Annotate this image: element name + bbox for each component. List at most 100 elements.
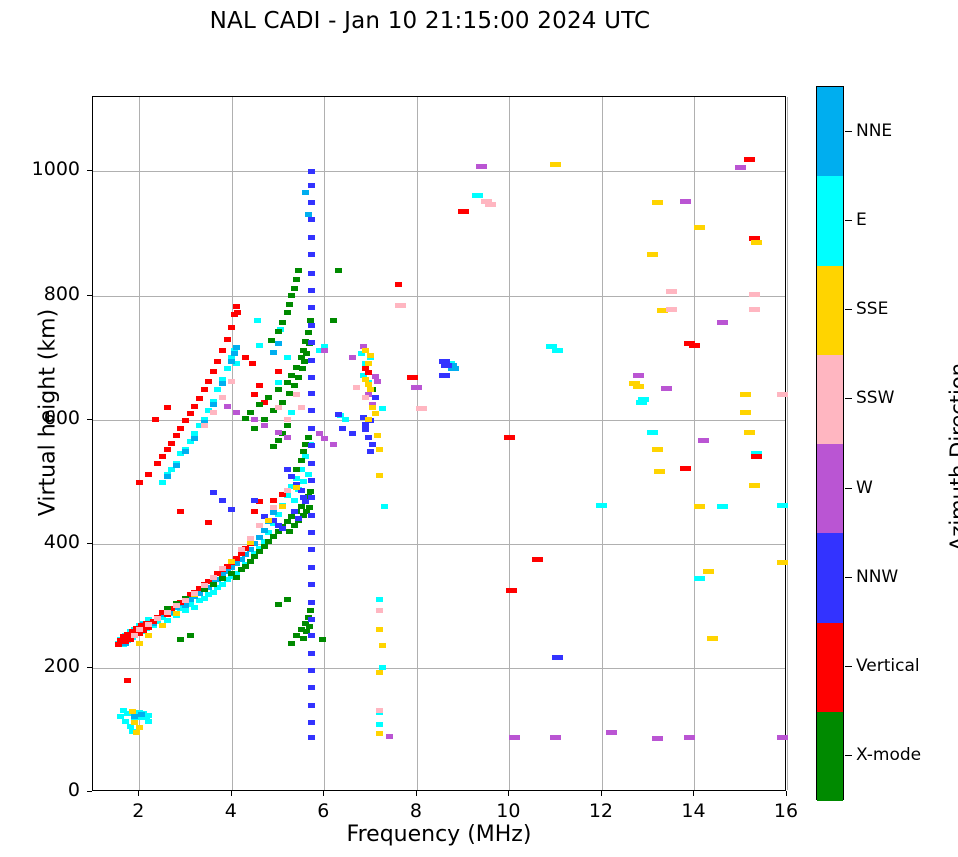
data-point-nnw [371,394,379,400]
data-point-vertical [233,310,241,316]
data-point-vertical [506,588,518,594]
data-point-x-mode [300,449,307,455]
data-point-nne [260,527,268,533]
colorbar-segment-w[interactable] [817,444,843,534]
data-point-e [596,502,608,508]
gridline-vertical [509,97,511,790]
data-point-x-mode [283,379,291,385]
data-point-vertical [219,347,227,353]
data-point-ssw [283,417,291,423]
y-tick-label: 800 [43,282,80,305]
data-point-nnw [307,443,315,449]
data-point-sse [293,485,301,491]
data-point-e [214,387,222,393]
data-point-w [508,734,520,740]
data-point-e [265,530,273,536]
data-point-nnw [364,434,372,440]
data-point-sse [751,239,763,245]
data-point-vertical [269,497,277,503]
colorbar-segment-sse[interactable] [817,265,843,355]
colorbar-segment-nne[interactable] [817,87,843,177]
data-point-ssw [415,406,427,411]
colorbar-tick [845,309,852,311]
data-point-nne [269,510,277,516]
data-point-x-mode [279,399,287,405]
data-point-vertical [751,454,763,460]
data-point-e [288,484,296,490]
data-point-e [290,497,298,503]
data-point-x-mode [232,574,240,580]
data-point-nnw [307,305,315,311]
data-point-sse [362,377,370,383]
data-point-x-mode [293,365,301,371]
data-point-ssw [191,590,199,596]
data-point-nnw [307,252,315,258]
data-point-nnw [293,481,301,487]
colorbar-segment-vertical[interactable] [817,622,843,712]
data-point-e [205,592,213,598]
colorbar-label-sse: SSE [856,299,889,320]
data-point-x-mode [267,337,275,343]
data-point-sse [135,724,143,730]
data-point-w [605,729,617,735]
colorbar-segment-e[interactable] [817,176,843,266]
data-point-ssw [485,202,497,208]
data-point-sse [228,558,236,564]
data-point-e [209,398,217,404]
data-point-nne [274,341,282,347]
data-point-e [145,616,153,622]
data-point-vertical [138,623,146,629]
data-point-nnw [297,487,305,493]
colorbar-segment-ssw[interactable] [817,354,843,444]
x-tick-label: 2 [132,800,145,822]
data-point-sse [246,540,254,546]
data-point-sse [693,504,705,510]
x-tick [508,791,510,796]
data-point-vertical [205,378,213,384]
data-point-nne [232,561,240,567]
x-tick [230,791,232,796]
gridline-vertical [231,97,233,790]
data-point-x-mode [306,505,314,511]
colorbar-segment-nnw[interactable] [817,533,843,623]
data-point-nnw [307,182,315,188]
gridline-horizontal [93,171,785,173]
data-point-x-mode [242,415,250,421]
data-point-vertical [117,638,125,644]
data-point-w [776,734,788,740]
data-point-e [124,711,132,717]
data-point-nnw [307,564,315,570]
data-point-vertical [145,471,153,477]
data-point-nnw [307,702,315,708]
data-point-w [283,434,291,440]
data-point-vertical [195,396,203,402]
data-point-x-mode [283,518,291,524]
data-point-vertical [256,499,264,505]
data-point-w [371,373,379,379]
data-point-e [223,366,231,372]
data-point-vertical [128,629,136,635]
gridline-horizontal [93,295,785,297]
data-point-nne [131,714,139,720]
data-point-e [145,712,153,718]
data-point-sse [744,429,756,435]
data-point-sse [364,417,372,423]
data-point-nne [163,474,171,480]
colorbar-segment-x-mode[interactable] [817,711,843,801]
data-point-vertical [364,370,372,376]
data-point-ssw [200,423,208,429]
data-point-vertical [228,325,236,331]
data-point-nnw [269,517,277,523]
data-point-nnw [307,633,315,639]
data-point-nnw [219,497,227,503]
data-point-ssw [274,404,282,410]
data-point-ssw [135,626,143,632]
data-point-sse [279,504,287,510]
data-point-vertical [168,605,176,611]
data-point-x-mode [290,383,298,389]
data-point-nnw [307,530,315,536]
data-point-e [378,665,386,671]
data-point-e [191,430,199,436]
data-point-vertical [126,636,134,642]
data-point-sse [651,199,663,205]
